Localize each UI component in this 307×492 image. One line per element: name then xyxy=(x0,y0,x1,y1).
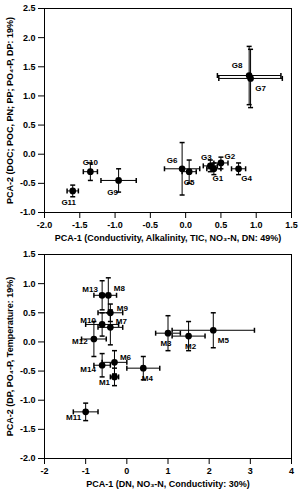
svg-text:G8: G8 xyxy=(232,61,243,70)
svg-text:G4: G4 xyxy=(241,174,252,183)
svg-text:1.0: 1.0 xyxy=(250,220,263,230)
svg-text:1.0: 1.0 xyxy=(23,279,36,289)
svg-text:M5: M5 xyxy=(218,336,230,345)
svg-text:-1.0: -1.0 xyxy=(107,220,123,230)
svg-text:M2: M2 xyxy=(185,342,197,351)
svg-text:M7: M7 xyxy=(116,317,128,326)
svg-text:0: 0 xyxy=(124,466,129,476)
svg-text:-1.5: -1.5 xyxy=(72,220,88,230)
svg-text:-0.5: -0.5 xyxy=(20,178,36,188)
svg-text:0.5: 0.5 xyxy=(215,220,228,230)
svg-text:M6: M6 xyxy=(120,353,132,362)
svg-text:2.0: 2.0 xyxy=(23,33,36,43)
svg-text:G1: G1 xyxy=(213,174,224,183)
svg-text:PCA-1 (DN, NO₃-N, Conductivity: PCA-1 (DN, NO₃-N, Conductivity: 30%) xyxy=(86,479,250,489)
svg-text:M14: M14 xyxy=(80,365,96,374)
svg-text:-1: -1 xyxy=(82,466,90,476)
svg-text:G5: G5 xyxy=(184,178,195,187)
svg-text:PCA-2 (DOC; POC, PN; PP; PO₄-P: PCA-2 (DOC; POC, PN; PP; PO₄-P, DP: 19%) xyxy=(5,17,15,204)
svg-text:M12: M12 xyxy=(72,337,88,346)
svg-text:2: 2 xyxy=(207,466,212,476)
svg-text:G2: G2 xyxy=(225,152,236,161)
svg-text:M13: M13 xyxy=(82,285,98,294)
svg-text:0.5: 0.5 xyxy=(23,308,36,318)
svg-text:1.0: 1.0 xyxy=(23,91,36,101)
svg-text:0.0: 0.0 xyxy=(23,337,36,347)
svg-text:4: 4 xyxy=(289,466,294,476)
svg-text:G6: G6 xyxy=(167,156,178,165)
svg-text:1.5: 1.5 xyxy=(23,249,36,259)
svg-text:1.5: 1.5 xyxy=(23,62,36,72)
svg-text:-2: -2 xyxy=(40,466,48,476)
svg-text:-1.0: -1.0 xyxy=(20,207,36,217)
svg-text:M11: M11 xyxy=(66,413,82,422)
svg-text:G11: G11 xyxy=(61,198,76,207)
svg-text:0.5: 0.5 xyxy=(23,120,36,130)
svg-text:M1: M1 xyxy=(99,378,111,387)
svg-text:PCA-1 (Conductivity, Alkalinit: PCA-1 (Conductivity, Alkalinity, TIC, NO… xyxy=(55,233,282,243)
svg-text:1.5: 1.5 xyxy=(285,220,298,230)
svg-text:M10: M10 xyxy=(80,316,96,325)
svg-text:0.0: 0.0 xyxy=(179,220,192,230)
svg-text:M8: M8 xyxy=(114,284,126,293)
svg-text:-0.5: -0.5 xyxy=(143,220,159,230)
svg-text:-1.0: -1.0 xyxy=(20,395,36,405)
svg-text:G10: G10 xyxy=(83,158,99,167)
svg-text:-2.0: -2.0 xyxy=(37,220,53,230)
svg-text:PCA-2 (DP, PO₄-P, Temperature:: PCA-2 (DP, PO₄-P, Temperature: 19%) xyxy=(5,277,15,436)
svg-text:G9: G9 xyxy=(107,188,118,197)
svg-text:-1.5: -1.5 xyxy=(20,424,36,434)
svg-text:M9: M9 xyxy=(117,304,129,313)
svg-text:G7: G7 xyxy=(255,84,266,93)
svg-text:0.0: 0.0 xyxy=(23,149,36,159)
svg-text:M3: M3 xyxy=(160,339,172,348)
svg-text:-2.0: -2.0 xyxy=(20,453,36,463)
svg-text:3: 3 xyxy=(248,466,253,476)
svg-text:-0.5: -0.5 xyxy=(20,366,36,376)
svg-text:2.5: 2.5 xyxy=(23,3,36,13)
svg-text:1: 1 xyxy=(165,466,170,476)
svg-text:G3: G3 xyxy=(201,153,212,162)
svg-text:M4: M4 xyxy=(142,374,154,383)
